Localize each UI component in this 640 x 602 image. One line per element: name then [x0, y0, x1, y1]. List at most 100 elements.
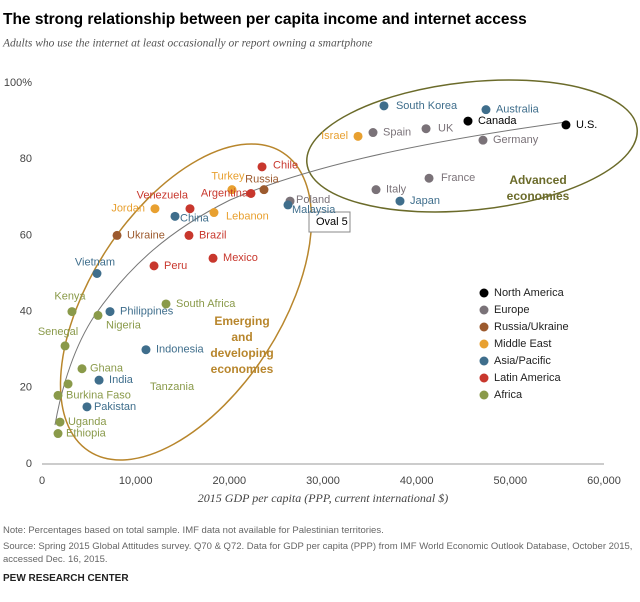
point [371, 185, 381, 195]
point [481, 105, 491, 115]
point [63, 379, 73, 389]
y-tick-label: 20 [20, 382, 32, 394]
point-label: Burkina Faso [66, 389, 131, 401]
point-label: Israel [321, 130, 348, 142]
annotation: economies [211, 362, 274, 376]
point-label: Russia [245, 174, 280, 186]
point [105, 307, 115, 317]
point-label: Senegal [38, 326, 78, 338]
point [77, 364, 87, 374]
trend-line [54, 121, 567, 426]
annotation: Advanced [509, 173, 566, 187]
point-label: Malaysia [292, 204, 336, 216]
point-label: Poland [296, 194, 330, 206]
chart-title: The strong relationship between per capi… [3, 11, 527, 28]
point-label: Italy [386, 184, 407, 196]
point [141, 345, 151, 355]
annotation: developing [210, 346, 273, 360]
notes: Note: Percentages based on total sample.… [3, 524, 639, 566]
point [368, 128, 378, 138]
y-tick-label: 80 [20, 153, 32, 165]
point-label: Canada [478, 115, 517, 127]
point [150, 204, 160, 214]
point [257, 162, 267, 172]
legend-label: Europe [494, 304, 529, 316]
point [53, 390, 63, 400]
point [67, 307, 77, 317]
point [227, 185, 237, 195]
point [149, 261, 159, 271]
point-label: Ghana [90, 363, 124, 375]
legend-label: North America [494, 287, 565, 299]
annotation: economies [507, 189, 570, 203]
x-axis-label: 2015 GDP per capita (PPP, current intern… [198, 491, 448, 505]
point-label: Uganda [68, 416, 107, 428]
point [421, 124, 431, 134]
point [112, 230, 122, 240]
point-label: Indonesia [156, 344, 205, 356]
x-tick-label: 40,000 [400, 475, 434, 487]
point-label: India [109, 374, 134, 386]
point-label: Kenya [54, 291, 86, 303]
point-label: China [180, 212, 210, 224]
legend-marker [479, 390, 489, 400]
x-tick-label: 60,000 [587, 475, 621, 487]
point-label: France [441, 172, 475, 184]
annotation: Emerging [214, 314, 269, 328]
point [94, 375, 104, 385]
point-label: South Africa [176, 298, 236, 310]
point-label: South Korea [396, 100, 458, 112]
chart: The strong relationship between per capi… [2, 11, 638, 505]
point-label: Mexico [223, 252, 258, 264]
point [92, 269, 102, 278]
x-tick-label: 10,000 [119, 475, 153, 487]
point-label: Argentina [201, 187, 249, 199]
subtitle: Adults who use the internet at least occ… [2, 38, 372, 50]
point [424, 173, 434, 183]
point-label: U.S. [576, 119, 597, 131]
point-label: Ukraine [127, 229, 165, 241]
legend-label: Africa [494, 389, 523, 401]
legend-marker [479, 373, 489, 383]
x-tick-label: 20,000 [213, 475, 247, 487]
point-label: Jordan [111, 203, 145, 215]
advanced-oval [306, 79, 638, 213]
annotation: and [231, 330, 252, 344]
legend-marker [479, 339, 489, 349]
point [161, 299, 171, 309]
x-tick-label: 0 [39, 475, 45, 487]
y-tick-label: 40 [20, 306, 32, 318]
legend-marker [479, 322, 489, 332]
point [463, 116, 473, 126]
legend-marker [479, 288, 489, 298]
y-tick-label: 60 [20, 229, 32, 241]
point-label: Vietnam [75, 256, 115, 268]
note: Note: Percentages based on total sample.… [3, 525, 384, 536]
point-label: Tanzania [150, 381, 195, 393]
legend-label: Latin America [494, 372, 562, 384]
point [185, 204, 195, 214]
point-label: Lebanon [226, 210, 269, 222]
legend-label: Asia/Pacific [494, 355, 551, 367]
point [170, 211, 180, 221]
footer: PEW RESEARCH CENTER [3, 573, 129, 584]
point [561, 120, 571, 130]
point [209, 208, 219, 218]
point-label: Pakistan [94, 401, 136, 413]
point [259, 185, 269, 195]
point [208, 253, 218, 263]
legend-label: Russia/Ukraine [494, 321, 569, 333]
point-label: Australia [496, 104, 540, 116]
source: Source: Spring 2015 Global Attitudes sur… [3, 541, 633, 565]
point-label: Philippines [120, 306, 174, 318]
point-label: UK [438, 123, 454, 135]
point [246, 188, 256, 198]
point-label: Germany [493, 134, 539, 146]
point [55, 417, 65, 427]
point [353, 131, 363, 141]
point [53, 429, 63, 439]
point [82, 402, 92, 412]
point [395, 196, 405, 206]
point-label: Peru [164, 260, 187, 272]
